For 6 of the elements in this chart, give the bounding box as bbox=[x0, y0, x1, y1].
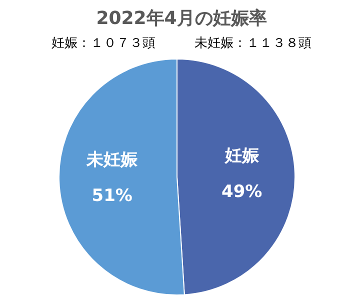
chart-title: 2022年4月の妊娠率 bbox=[95, 7, 268, 30]
slice-label: 妊娠 bbox=[224, 146, 260, 166]
data-label: 51% bbox=[92, 186, 132, 206]
slice-label: 未妊娠 bbox=[86, 150, 139, 170]
data-label: 49% bbox=[222, 182, 262, 202]
chart-subtitle: 妊娠：１０７３頭 未妊娠：１１３８頭 bbox=[50, 35, 312, 52]
